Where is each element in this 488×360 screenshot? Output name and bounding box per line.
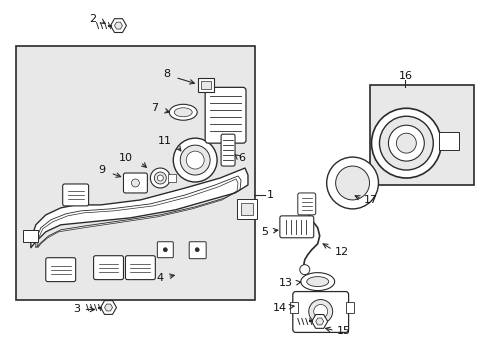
- Circle shape: [154, 172, 166, 184]
- Text: 10: 10: [118, 153, 132, 163]
- FancyBboxPatch shape: [46, 258, 76, 282]
- FancyBboxPatch shape: [62, 184, 88, 206]
- Text: 11: 11: [158, 136, 172, 146]
- FancyBboxPatch shape: [157, 242, 173, 258]
- Text: 7: 7: [151, 103, 158, 113]
- Text: 5: 5: [261, 227, 267, 237]
- Bar: [241, 203, 252, 215]
- Circle shape: [371, 108, 440, 178]
- Bar: [23, 230, 38, 242]
- Text: 17: 17: [363, 195, 377, 205]
- Circle shape: [326, 157, 378, 209]
- Text: 9: 9: [98, 165, 105, 175]
- Text: 16: 16: [398, 71, 411, 81]
- Circle shape: [396, 133, 415, 153]
- Circle shape: [313, 305, 327, 319]
- Circle shape: [131, 179, 139, 187]
- Text: 6: 6: [238, 153, 244, 163]
- Circle shape: [379, 116, 432, 170]
- FancyBboxPatch shape: [279, 216, 313, 238]
- Circle shape: [163, 248, 167, 252]
- Ellipse shape: [169, 104, 197, 120]
- Bar: [201, 81, 211, 89]
- Circle shape: [157, 175, 163, 181]
- Circle shape: [173, 138, 217, 182]
- Circle shape: [186, 151, 203, 169]
- FancyBboxPatch shape: [123, 173, 147, 193]
- FancyBboxPatch shape: [221, 134, 235, 166]
- Circle shape: [150, 168, 170, 188]
- Text: 13: 13: [278, 278, 292, 288]
- Text: 15: 15: [336, 327, 350, 336]
- Bar: [345, 302, 353, 314]
- Bar: [168, 174, 176, 182]
- Bar: [369, 85, 473, 185]
- Circle shape: [387, 125, 424, 161]
- FancyBboxPatch shape: [93, 256, 123, 280]
- Ellipse shape: [174, 108, 192, 117]
- Circle shape: [335, 166, 369, 200]
- Bar: [438, 132, 458, 150]
- Text: 4: 4: [156, 273, 163, 283]
- Text: 1: 1: [266, 190, 273, 200]
- Text: 8: 8: [163, 69, 170, 80]
- FancyBboxPatch shape: [237, 199, 256, 219]
- Bar: [16, 45, 254, 300]
- Text: 3: 3: [74, 305, 81, 315]
- Ellipse shape: [300, 273, 334, 291]
- Text: 12: 12: [334, 247, 348, 257]
- Text: 2: 2: [89, 14, 96, 24]
- FancyBboxPatch shape: [189, 242, 206, 259]
- Circle shape: [195, 248, 199, 252]
- Circle shape: [299, 265, 309, 275]
- Text: 14: 14: [272, 302, 286, 312]
- Ellipse shape: [306, 276, 328, 287]
- Circle shape: [180, 145, 210, 175]
- FancyBboxPatch shape: [292, 292, 348, 332]
- FancyBboxPatch shape: [125, 256, 155, 280]
- Circle shape: [308, 300, 332, 323]
- Polygon shape: [31, 168, 247, 248]
- Bar: [198, 78, 214, 92]
- FancyBboxPatch shape: [297, 193, 315, 215]
- Bar: [289, 302, 297, 314]
- FancyBboxPatch shape: [205, 87, 245, 143]
